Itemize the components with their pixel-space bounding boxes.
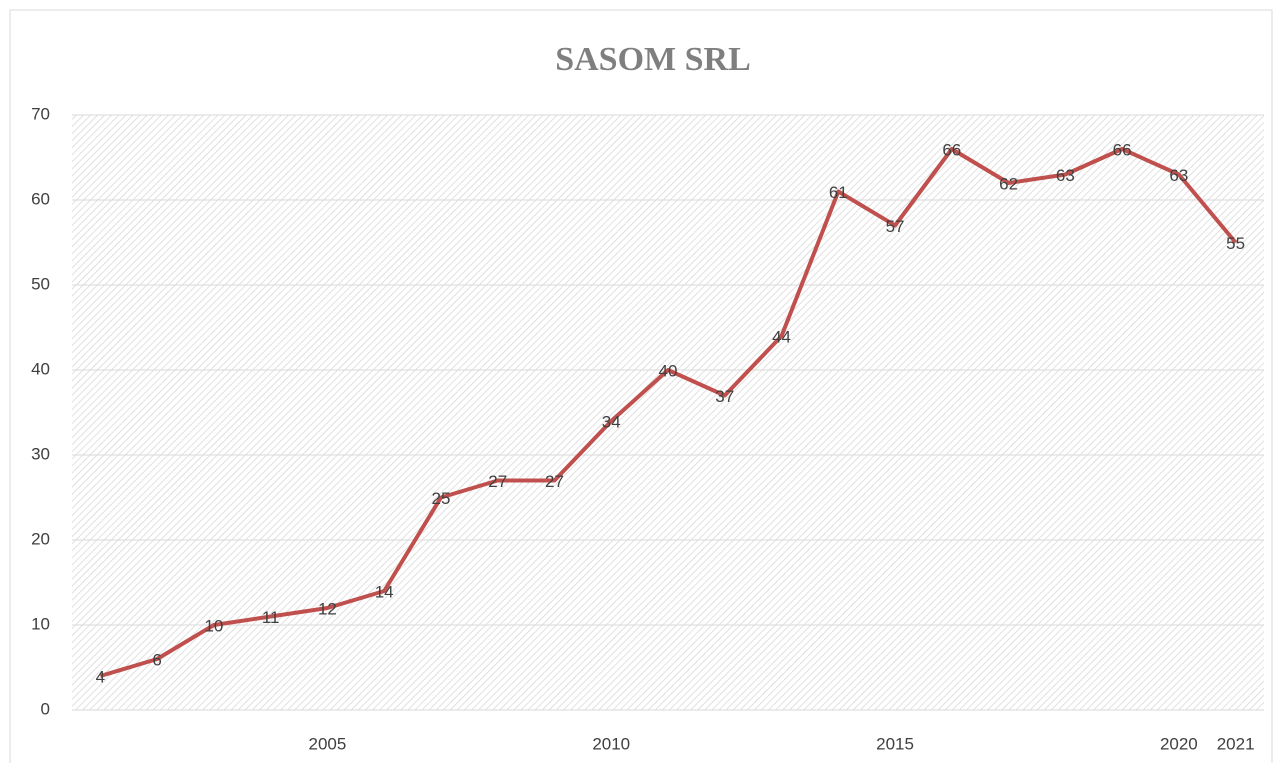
data-label: 44 <box>772 327 791 346</box>
data-label: 57 <box>886 217 905 236</box>
y-tick-label: 40 <box>31 359 50 378</box>
y-tick-label: 60 <box>31 189 50 208</box>
data-label: 10 <box>204 616 223 635</box>
x-tick-label: 2015 <box>876 734 914 753</box>
data-label: 6 <box>152 650 161 669</box>
y-tick-label: 20 <box>31 529 50 548</box>
data-label: 14 <box>375 582 394 601</box>
x-tick-label: 2010 <box>592 734 630 753</box>
data-label: 12 <box>318 599 337 618</box>
x-tick-label: 2020 <box>1160 734 1198 753</box>
y-tick-label: 30 <box>31 444 50 463</box>
plot-area <box>72 115 1264 710</box>
y-tick-label: 50 <box>31 274 50 293</box>
data-label: 11 <box>262 608 280 627</box>
data-label: 62 <box>999 174 1018 193</box>
data-label: 63 <box>1056 166 1075 185</box>
data-label: 27 <box>488 472 507 491</box>
data-label: 55 <box>1226 234 1245 253</box>
y-tick-label: 10 <box>31 614 50 633</box>
chart-title: SASOM SRL <box>555 41 751 78</box>
data-label: 4 <box>96 667 105 686</box>
x-tick-label: 2021 <box>1217 734 1255 753</box>
data-label: 27 <box>545 472 564 491</box>
data-label: 61 <box>829 183 848 202</box>
y-tick-label: 0 <box>41 699 50 718</box>
data-label: 66 <box>1113 140 1132 159</box>
data-label: 37 <box>715 387 734 406</box>
data-label: 25 <box>431 489 450 508</box>
data-label: 40 <box>659 361 678 380</box>
data-label: 63 <box>1169 166 1188 185</box>
data-label: 34 <box>602 412 621 431</box>
y-tick-label: 70 <box>31 104 50 123</box>
data-label: 66 <box>942 140 961 159</box>
line-series <box>99 147 1238 678</box>
x-tick-label: 2005 <box>309 734 347 753</box>
